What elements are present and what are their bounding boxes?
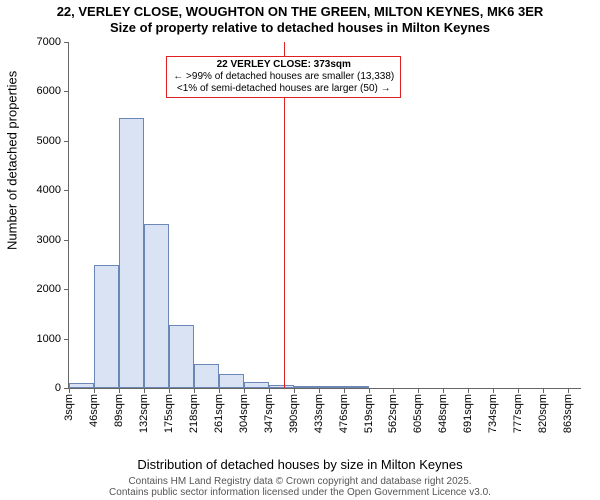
xtick-mark — [543, 388, 544, 393]
xtick-label: 390sqm — [288, 394, 300, 433]
footer-attribution: Contains HM Land Registry data © Crown c… — [0, 476, 600, 498]
ytick-label: 4000 — [37, 184, 61, 196]
xtick-mark — [418, 388, 419, 393]
xtick-label: 476sqm — [338, 394, 350, 433]
annotation-line2: ← >99% of detached houses are smaller (1… — [173, 71, 394, 83]
ytick-label: 7000 — [37, 36, 61, 48]
xtick-label: 347sqm — [263, 394, 275, 433]
histogram-bar — [169, 325, 194, 388]
xtick-mark — [194, 388, 195, 393]
histogram-bar — [144, 224, 169, 388]
ytick-mark — [64, 289, 69, 290]
xtick-label: 820sqm — [537, 394, 549, 433]
chart-container: 22, VERLEY CLOSE, WOUGHTON ON THE GREEN,… — [0, 0, 600, 500]
xtick-label: 89sqm — [113, 394, 125, 427]
histogram-bar — [319, 386, 344, 388]
ytick-mark — [64, 91, 69, 92]
annotation-title: 22 VERLEY CLOSE: 373sqm — [173, 59, 394, 71]
xtick-mark — [119, 388, 120, 393]
ytick-mark — [64, 339, 69, 340]
histogram-bar — [69, 383, 94, 388]
ytick-mark — [64, 42, 69, 43]
x-axis-label: Distribution of detached houses by size … — [0, 457, 600, 472]
plot-area: 010002000300040005000600070003sqm46sqm89… — [68, 42, 581, 389]
ytick-label: 2000 — [37, 283, 61, 295]
xtick-mark — [294, 388, 295, 393]
xtick-label: 218sqm — [188, 394, 200, 433]
ytick-mark — [64, 240, 69, 241]
xtick-label: 691sqm — [462, 394, 474, 433]
histogram-bar — [194, 364, 219, 388]
y-axis-label: Number of detached properties — [5, 71, 20, 250]
xtick-label: 562sqm — [387, 394, 399, 433]
xtick-mark — [244, 388, 245, 393]
xtick-label: 261sqm — [213, 394, 225, 433]
xtick-label: 175sqm — [163, 394, 175, 433]
footer-line1: Contains HM Land Registry data © Crown c… — [0, 476, 600, 487]
xtick-mark — [319, 388, 320, 393]
ytick-label: 0 — [55, 382, 61, 394]
xtick-mark — [94, 388, 95, 393]
ytick-mark — [64, 190, 69, 191]
xtick-mark — [369, 388, 370, 393]
histogram-bar — [219, 374, 244, 388]
xtick-label: 863sqm — [562, 394, 574, 433]
xtick-mark — [393, 388, 394, 393]
ytick-label: 5000 — [37, 135, 61, 147]
histogram-bar — [119, 118, 144, 388]
chart-title-line1: 22, VERLEY CLOSE, WOUGHTON ON THE GREEN,… — [0, 4, 600, 19]
xtick-label: 605sqm — [412, 394, 424, 433]
xtick-mark — [169, 388, 170, 393]
xtick-mark — [568, 388, 569, 393]
xtick-label: 519sqm — [363, 394, 375, 433]
histogram-bar — [344, 386, 369, 388]
xtick-mark — [493, 388, 494, 393]
xtick-mark — [344, 388, 345, 393]
chart-title-line2: Size of property relative to detached ho… — [0, 20, 600, 35]
ytick-label: 6000 — [37, 85, 61, 97]
xtick-label: 3sqm — [63, 394, 75, 421]
histogram-bar — [269, 385, 294, 388]
xtick-mark — [443, 388, 444, 393]
xtick-mark — [269, 388, 270, 393]
annotation-box: 22 VERLEY CLOSE: 373sqm← >99% of detache… — [166, 56, 401, 98]
footer-line2: Contains public sector information licen… — [0, 487, 600, 498]
xtick-label: 304sqm — [238, 394, 250, 433]
xtick-label: 433sqm — [313, 394, 325, 433]
xtick-label: 734sqm — [487, 394, 499, 433]
xtick-mark — [468, 388, 469, 393]
xtick-mark — [69, 388, 70, 393]
xtick-label: 648sqm — [437, 394, 449, 433]
xtick-label: 46sqm — [88, 394, 100, 427]
annotation-line3: <1% of semi-detached houses are larger (… — [173, 83, 394, 95]
xtick-label: 132sqm — [138, 394, 150, 433]
histogram-bar — [94, 265, 119, 388]
ytick-mark — [64, 141, 69, 142]
xtick-mark — [518, 388, 519, 393]
histogram-bar — [294, 386, 319, 388]
ytick-label: 1000 — [37, 333, 61, 345]
histogram-bar — [244, 382, 269, 388]
ytick-label: 3000 — [37, 234, 61, 246]
xtick-label: 777sqm — [512, 394, 524, 433]
xtick-mark — [219, 388, 220, 393]
xtick-mark — [144, 388, 145, 393]
